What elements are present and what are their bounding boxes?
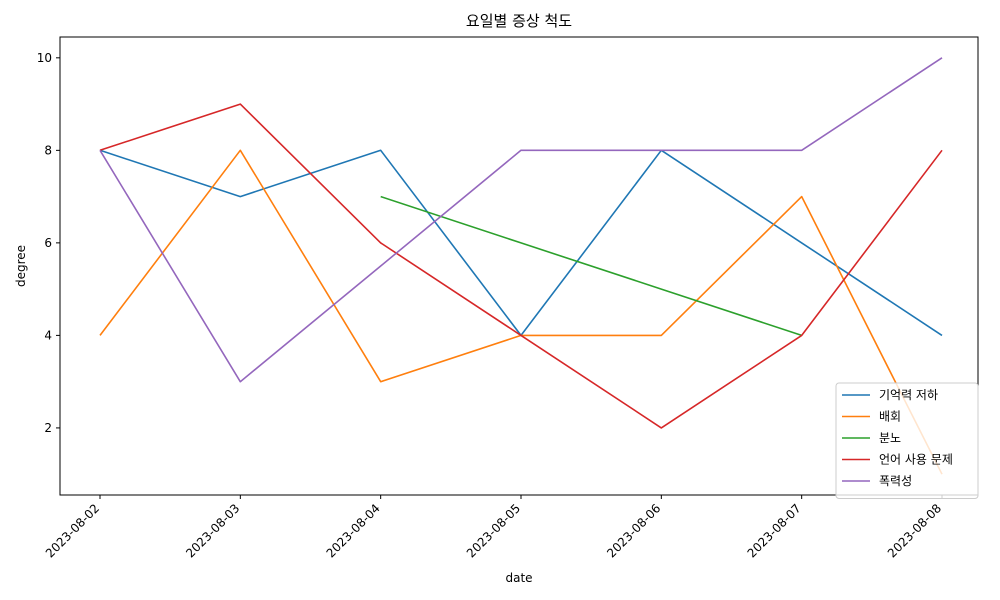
x-tick-label: 2023-08-07 <box>745 501 804 560</box>
legend-entry-label: 언어 사용 문제 <box>879 453 953 467</box>
y-tick-label: 6 <box>44 236 52 250</box>
legend-entry-label: 기억력 저하 <box>879 388 938 402</box>
legend-entry-label: 폭력성 <box>879 474 912 488</box>
x-axis-label: date <box>505 571 532 585</box>
x-tick-label: 2023-08-02 <box>43 501 102 560</box>
legend-box <box>835 382 979 499</box>
series-line-4 <box>99 103 943 429</box>
y-tick-label: 4 <box>44 328 52 342</box>
y-tick-label: 10 <box>37 51 52 65</box>
plot-area-frame <box>59 36 979 496</box>
x-axis: 2023-08-02 2023-08-03 2023-08-04 2023-08-05… <box>43 495 944 560</box>
series-line-5 <box>99 57 943 383</box>
x-tick-label: 2023-08-06 <box>604 501 663 560</box>
y-tick-label: 8 <box>44 143 52 157</box>
x-tick-label: 2023-08-03 <box>183 501 242 560</box>
y-axis-label: degree <box>14 245 28 287</box>
legend-entry-label: 분노 <box>879 431 901 445</box>
y-tick-label: 2 <box>44 421 52 435</box>
x-tick-label: 2023-08-04 <box>324 501 383 560</box>
series-line-2 <box>99 149 943 475</box>
y-axis: 2 4 6 8 10 <box>37 51 60 435</box>
legend-entry-label: 배회 <box>879 410 901 424</box>
chart-title: 요일별 증상 척도 <box>466 12 572 30</box>
series-lines <box>99 57 943 475</box>
x-tick-label: 2023-08-08 <box>885 501 944 560</box>
series-line-3 <box>380 195 802 337</box>
x-tick-label: 2023-08-05 <box>464 501 523 560</box>
